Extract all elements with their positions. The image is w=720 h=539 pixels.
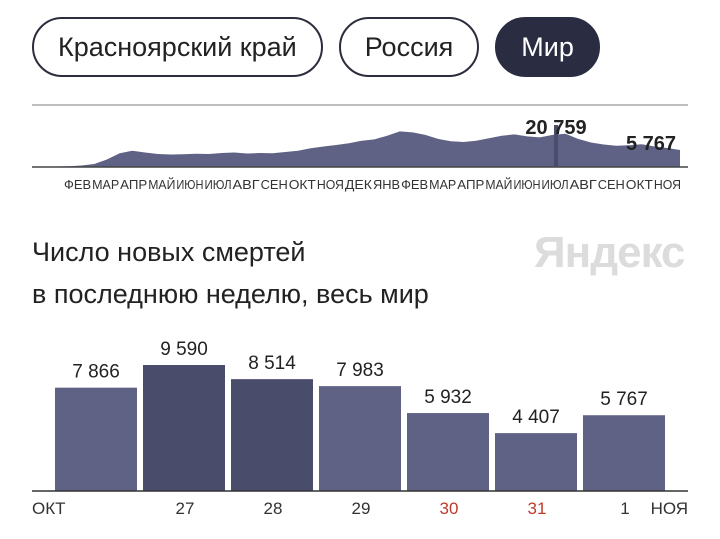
chart-title-line1: Число новых смертей <box>32 237 306 267</box>
overview-month-label: АПР <box>457 177 484 192</box>
overview-month-label: НОЯ <box>654 177 681 192</box>
bar <box>495 433 577 491</box>
overview-peak-label: 20 759 <box>525 117 586 139</box>
tab-russia[interactable]: Россия <box>338 17 480 77</box>
overview-peak-spike <box>554 125 558 167</box>
bar-value-label: 7 983 <box>336 360 384 381</box>
overview-month-label: ДЕК <box>345 177 373 192</box>
chart-title-line2: в последнюю неделю, весь мир <box>32 279 429 309</box>
overview-month-label: АПР <box>120 177 147 192</box>
bar-value-label: 9 590 <box>160 339 208 360</box>
bar <box>583 415 665 491</box>
overview-last-label: 5 767 <box>626 133 676 155</box>
bar <box>231 379 313 491</box>
chart-title: Число новых смертей в последнюю неделю, … <box>32 231 429 315</box>
overview-month-label: МАР <box>92 177 119 192</box>
overview-month-label: АВГ <box>570 177 597 192</box>
overview-month-label: МАЙ <box>148 177 175 192</box>
overview-month-label: НОЯ <box>317 177 344 192</box>
overview-month-label: ИЮЛ <box>542 177 569 192</box>
tab-world[interactable]: Мир <box>495 17 600 77</box>
bar <box>143 365 225 491</box>
x-tick-label: 1 <box>620 499 629 518</box>
overview-month-label: СЕН <box>598 177 625 192</box>
overview-month-label: ИЮН <box>176 177 203 192</box>
overview-month-label: ЯНВ <box>373 177 400 192</box>
bar <box>55 387 137 491</box>
x-axis-right-month: НОЯ <box>651 499 688 518</box>
overview-area <box>56 131 680 167</box>
overview-month-label: ИЮН <box>513 177 540 192</box>
x-tick-label: 27 <box>176 499 195 518</box>
x-axis-left-month: ОКТ <box>32 499 66 518</box>
overview-month-label: ИЮЛ <box>204 177 231 192</box>
overview-month-label: ОКТ <box>626 177 653 192</box>
bar-value-label: 8 514 <box>248 353 296 374</box>
bar-value-label: 7 866 <box>72 362 120 383</box>
overview-month-label: МАР <box>429 177 456 192</box>
x-tick-label: 31 <box>528 499 547 518</box>
bar-value-label: 5 767 <box>600 389 648 410</box>
yandex-logo: Яндекс <box>534 228 686 277</box>
x-tick-label: 30 <box>440 499 459 518</box>
bar-value-label: 4 407 <box>512 407 560 428</box>
x-tick-label: 28 <box>264 499 283 518</box>
region-tabs: Красноярский край Россия Мир <box>32 17 600 77</box>
weekly-deaths-bar-chart: 7 866 9 590 27 8 514 28 7 983 29 5 932 30 4 407 31… <box>32 339 688 518</box>
overview-month-label: МАЙ <box>485 177 512 192</box>
overview-month-label: ФЕВ <box>401 177 428 192</box>
overview-month-label: ФЕВ <box>64 177 91 192</box>
tab-krasnoyarsk[interactable]: Красноярский край <box>32 17 323 77</box>
overview-month-label: ОКТ <box>289 177 316 192</box>
overview-month-label: АВГ <box>233 177 260 192</box>
overview-month-label: СЕН <box>261 177 288 192</box>
bar <box>319 386 401 491</box>
bar-value-label: 5 932 <box>424 387 472 408</box>
x-tick-label: 29 <box>352 499 371 518</box>
bar <box>407 413 489 491</box>
